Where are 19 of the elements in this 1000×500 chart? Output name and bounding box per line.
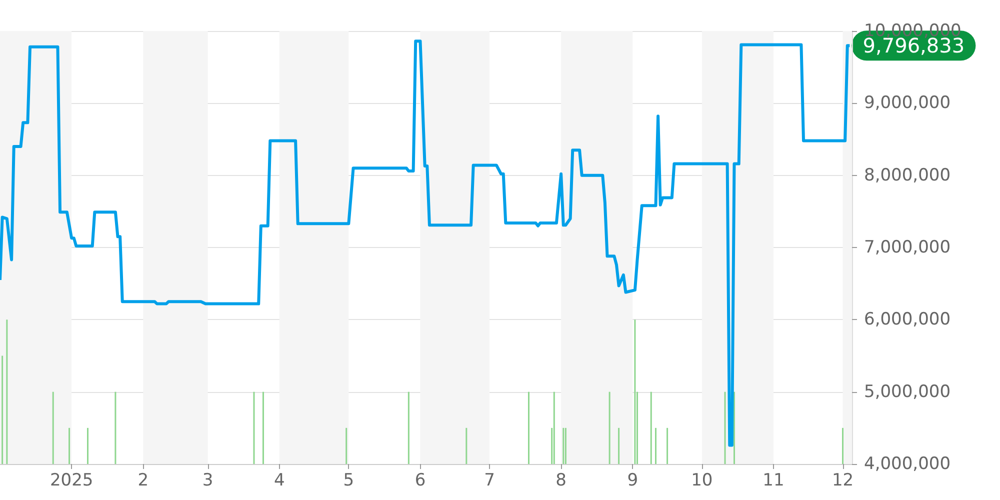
x-tick-label: 7 xyxy=(484,470,495,490)
x-tick-label: 3 xyxy=(202,470,214,490)
y-tick-label: 5,000,000 xyxy=(864,382,951,402)
y-tick-label: 9,000,000 xyxy=(864,93,951,114)
line-series xyxy=(0,40,852,447)
y-tick-label: 8,000,000 xyxy=(864,165,951,186)
x-tick-label: 12 xyxy=(832,470,854,490)
y-tick-label: 7,000,000 xyxy=(864,238,951,258)
y-tick-label: 6,000,000 xyxy=(864,310,951,330)
x-tick-label: 9 xyxy=(627,470,638,490)
x-tick-label: 2 xyxy=(138,470,149,490)
x-tick-label: 11 xyxy=(762,470,784,490)
x-tick-label: 8 xyxy=(556,470,566,490)
x-tick-label: 5 xyxy=(343,470,354,490)
x-tick-label: 10 xyxy=(691,470,713,490)
y-tick-label: 4,000,000 xyxy=(864,454,951,474)
x-tick-label: 6 xyxy=(414,470,426,490)
x-tick-label: 4 xyxy=(274,470,285,490)
x-tick-label: 2025 xyxy=(50,470,94,490)
